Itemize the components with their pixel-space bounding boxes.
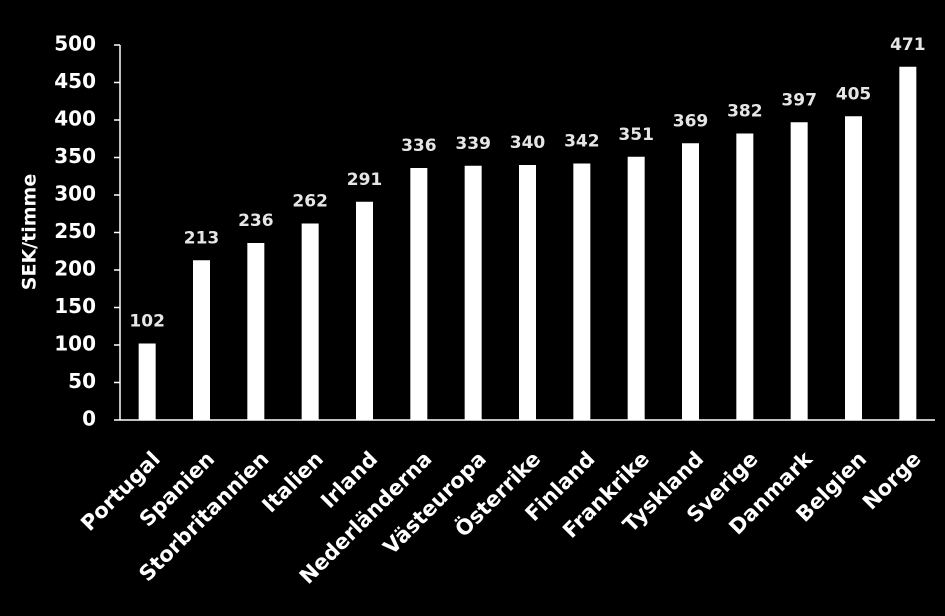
y-tick-label: 250	[54, 219, 96, 243]
value-label: 342	[564, 132, 600, 152]
value-label: 236	[238, 211, 274, 231]
y-tick-label: 450	[54, 69, 96, 93]
bar	[573, 163, 591, 420]
value-label: 369	[673, 111, 709, 131]
value-label: 339	[455, 134, 491, 154]
y-tick-label: 50	[68, 369, 96, 393]
y-tick-label: 300	[54, 182, 96, 206]
y-tick-label: 200	[54, 257, 96, 281]
x-tick-label: Italien	[257, 447, 327, 517]
y-tick-label: 400	[54, 107, 96, 131]
bar	[627, 156, 645, 420]
bar	[682, 143, 699, 420]
y-tick-label: 150	[54, 294, 96, 318]
value-label: 102	[129, 312, 165, 332]
value-label: 382	[727, 102, 763, 122]
value-label: 336	[401, 136, 437, 156]
bar	[301, 223, 319, 420]
y-tick-label: 350	[54, 144, 96, 168]
value-label: 262	[292, 192, 328, 212]
value-label: 397	[781, 90, 817, 110]
value-label: 213	[184, 228, 220, 248]
y-axis-title: SEK/timme	[19, 174, 41, 290]
bar	[464, 165, 482, 420]
bar	[138, 343, 156, 420]
y-tick-label: 0	[82, 407, 96, 431]
value-label: 340	[510, 133, 546, 153]
bar	[845, 116, 862, 420]
value-label: 405	[836, 84, 872, 104]
y-tick-label: 100	[54, 332, 96, 356]
bar	[193, 260, 210, 420]
bar	[356, 201, 373, 420]
bar	[519, 165, 536, 420]
bar	[247, 243, 265, 420]
y-tick-label: 500	[54, 32, 96, 56]
bar	[790, 122, 808, 420]
x-tick-label: Norge	[858, 447, 926, 515]
value-label: 351	[618, 125, 654, 145]
value-label: 471	[890, 35, 926, 55]
bar	[736, 133, 754, 420]
value-label: 291	[347, 170, 383, 190]
bar	[899, 66, 917, 420]
bar	[410, 168, 428, 420]
